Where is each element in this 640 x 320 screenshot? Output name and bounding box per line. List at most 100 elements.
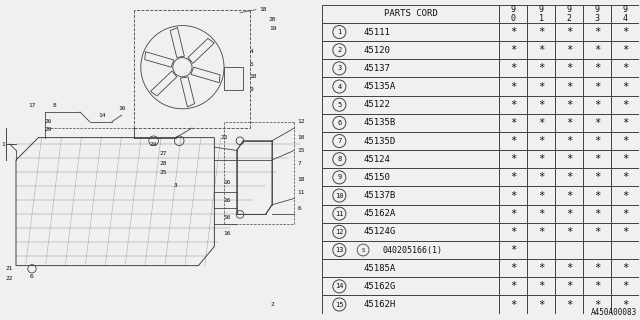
Text: *: *: [594, 227, 600, 237]
Bar: [555, 23, 583, 41]
Bar: [322, 132, 499, 150]
Bar: [555, 59, 583, 77]
Bar: [527, 259, 555, 277]
Text: A450A00083: A450A00083: [591, 308, 637, 317]
Text: 22: 22: [6, 276, 13, 281]
Text: 45120: 45120: [363, 46, 390, 55]
Bar: [322, 277, 499, 295]
Text: *: *: [594, 154, 600, 164]
Text: 9
0: 9 0: [511, 5, 516, 22]
Bar: [499, 132, 527, 150]
Text: 45162G: 45162G: [363, 282, 396, 291]
Bar: [583, 259, 611, 277]
Bar: [527, 204, 555, 223]
Text: *: *: [510, 136, 516, 146]
Text: 18: 18: [259, 7, 267, 12]
Text: 9
1: 9 1: [539, 5, 543, 22]
Text: *: *: [538, 118, 544, 128]
Bar: [499, 23, 527, 41]
Text: 4: 4: [337, 84, 342, 90]
Bar: [322, 241, 499, 259]
Text: 45124G: 45124G: [363, 227, 396, 236]
Text: 45162A: 45162A: [363, 209, 396, 218]
Text: *: *: [621, 154, 628, 164]
Text: 17: 17: [28, 103, 36, 108]
Text: *: *: [538, 154, 544, 164]
Text: 9: 9: [250, 87, 253, 92]
Text: 9
4: 9 4: [622, 5, 627, 22]
Text: *: *: [621, 172, 628, 182]
Text: 2: 2: [270, 301, 274, 307]
Text: *: *: [594, 100, 600, 110]
Bar: [527, 5, 555, 23]
Bar: [499, 223, 527, 241]
Bar: [527, 41, 555, 59]
Text: *: *: [594, 45, 600, 55]
Bar: [322, 5, 499, 23]
Text: 10: 10: [298, 135, 305, 140]
Bar: [527, 77, 555, 96]
Bar: [322, 41, 499, 59]
Text: *: *: [510, 27, 516, 37]
Text: 1: 1: [1, 141, 5, 147]
Text: *: *: [510, 263, 516, 273]
Bar: [611, 59, 639, 77]
Bar: [583, 150, 611, 168]
Text: *: *: [566, 118, 572, 128]
Bar: [499, 168, 527, 187]
Text: 5: 5: [250, 61, 253, 67]
Text: 29: 29: [45, 127, 52, 132]
Text: 11: 11: [335, 211, 344, 217]
Bar: [611, 96, 639, 114]
Bar: [499, 187, 527, 204]
Text: *: *: [621, 209, 628, 219]
Text: *: *: [510, 45, 516, 55]
Text: *: *: [566, 154, 572, 164]
Text: *: *: [510, 190, 516, 201]
Text: *: *: [594, 172, 600, 182]
Bar: [555, 150, 583, 168]
Bar: [499, 41, 527, 59]
Bar: [611, 5, 639, 23]
Bar: [499, 77, 527, 96]
Bar: [583, 277, 611, 295]
Text: *: *: [594, 300, 600, 309]
Text: 14: 14: [99, 113, 106, 118]
Text: *: *: [510, 118, 516, 128]
Text: 45135D: 45135D: [363, 137, 396, 146]
Bar: [499, 295, 527, 314]
Text: *: *: [566, 172, 572, 182]
Text: 13: 13: [335, 247, 344, 253]
Text: *: *: [621, 190, 628, 201]
Text: *: *: [510, 154, 516, 164]
Text: *: *: [621, 82, 628, 92]
Bar: [527, 96, 555, 114]
Text: 45122: 45122: [363, 100, 390, 109]
Text: 7: 7: [298, 161, 301, 166]
Text: 18: 18: [298, 177, 305, 182]
Text: *: *: [594, 263, 600, 273]
Text: *: *: [566, 27, 572, 37]
Text: *: *: [538, 263, 544, 273]
Text: *: *: [594, 190, 600, 201]
Text: 16: 16: [223, 231, 231, 236]
Bar: [555, 168, 583, 187]
Text: *: *: [510, 63, 516, 73]
Bar: [583, 295, 611, 314]
Bar: [583, 168, 611, 187]
Bar: [322, 259, 499, 277]
Text: 3: 3: [174, 183, 178, 188]
Bar: [611, 295, 639, 314]
Text: 10: 10: [335, 193, 344, 198]
Text: *: *: [621, 45, 628, 55]
Text: *: *: [510, 281, 516, 291]
Text: *: *: [538, 190, 544, 201]
Text: 16: 16: [223, 215, 231, 220]
Bar: [527, 277, 555, 295]
Bar: [611, 223, 639, 241]
Bar: [555, 223, 583, 241]
Text: 23: 23: [220, 135, 228, 140]
Text: 16: 16: [223, 197, 231, 203]
Text: *: *: [621, 136, 628, 146]
Bar: [322, 204, 499, 223]
